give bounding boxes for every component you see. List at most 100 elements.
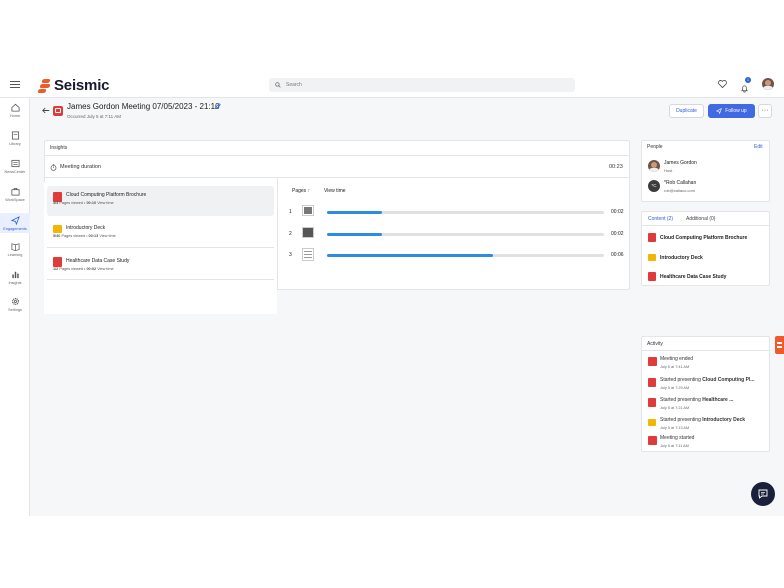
feedback-side-tab[interactable] <box>775 336 784 354</box>
view-time-label: View time <box>97 201 114 205</box>
view-time-bar <box>327 211 604 214</box>
seismic-mini-logo-icon <box>777 342 782 348</box>
pages-viewed-label: Pages viewed <box>59 267 83 271</box>
pages-column-header[interactable]: Pages ↑ <box>292 188 311 194</box>
presentation-deck-icon <box>53 225 62 233</box>
sidebar-item-label: Library <box>9 142 21 146</box>
search-placeholder: Search <box>286 82 302 88</box>
pdf-file-icon <box>648 378 656 387</box>
notifications-button[interactable]: 1 <box>740 76 751 92</box>
page-row[interactable]: 2 00:02 <box>289 227 625 240</box>
notification-count-badge: 1 <box>745 76 751 83</box>
workspace-icon <box>10 187 20 196</box>
document-name: Healthcare Data Case Study <box>66 258 130 264</box>
page-title: James Gordon Meeting 07/05/2023 - 21:10 <box>67 102 220 111</box>
activity-time: July 5 at 7:11 AM <box>660 444 689 448</box>
meeting-type-icon <box>53 106 63 116</box>
library-icon <box>11 131 19 140</box>
activity-time: July 5 at 7:41 AM <box>660 365 690 369</box>
heart-icon[interactable] <box>718 80 727 88</box>
meeting-duration-value: 00:23 <box>609 164 623 170</box>
people-edit-link[interactable]: Edit <box>754 144 763 150</box>
gear-icon <box>11 297 19 306</box>
page-row[interactable]: 3 00:06 <box>289 248 625 261</box>
sidebar-item-label: Insights <box>8 281 22 285</box>
duplicate-button[interactable]: Duplicate <box>669 104 704 118</box>
presentation-deck-icon <box>648 419 656 426</box>
activity-title: Activity <box>647 341 663 347</box>
content-panel <box>641 211 770 286</box>
sidebar-item-label: Learning <box>7 253 23 257</box>
user-avatar[interactable] <box>762 78 774 90</box>
chat-button[interactable] <box>751 482 775 506</box>
hamburger-menu-icon[interactable] <box>10 81 20 90</box>
sidebar-item-engagements[interactable]: Engagements <box>0 213 30 233</box>
tabs-divider <box>641 225 770 226</box>
seismic-logo[interactable]: Seismic <box>37 77 110 94</box>
page-view-time: 00:06 <box>611 252 624 258</box>
pdf-file-icon <box>53 257 62 267</box>
sidebar-item-settings[interactable]: Settings <box>0 297 30 312</box>
content-item[interactable]: Cloud Computing Platform Brochure <box>660 235 748 241</box>
news-icon <box>10 159 20 168</box>
document-row[interactable]: Cloud Computing Platform Brochure 3/3 Pa… <box>47 186 274 216</box>
sidebar-item-home[interactable]: Home <box>0 103 30 118</box>
sidebar-item-label: Settings <box>8 308 22 312</box>
page-row[interactable]: 1 00:02 <box>289 205 625 218</box>
edit-pencil-icon[interactable] <box>214 103 221 110</box>
page-view-time: 00:02 <box>611 209 624 215</box>
chart-icon <box>11 271 19 279</box>
content-item[interactable]: Introductory Deck <box>660 255 703 261</box>
pages-viewed-label: Pages viewed <box>59 201 83 205</box>
activity-time: July 5 at 7:13 AM <box>660 426 690 430</box>
view-time-label: View time <box>97 267 114 271</box>
left-sidebar <box>0 98 30 516</box>
content-item[interactable]: Healthcare Data Case Study <box>660 274 727 280</box>
person-avatar <box>648 160 660 172</box>
sidebar-item-library[interactable]: Library <box>0 131 30 146</box>
pdf-file-icon <box>648 272 656 281</box>
page-thumbnail <box>302 205 314 216</box>
person-name[interactable]: *Rob Callahan <box>664 180 697 186</box>
page-number: 1 <box>289 209 292 215</box>
back-arrow-icon[interactable] <box>42 107 50 114</box>
send-icon <box>716 108 723 114</box>
view-time-bar <box>327 254 604 257</box>
sidebar-item-learning[interactable]: Learning <box>0 242 30 257</box>
view-time-value: 00:02 <box>86 267 97 271</box>
document-stats: 1/2 Pages viewed • 00:02 View time <box>53 267 114 271</box>
sidebar-item-label: Home <box>9 114 21 118</box>
follow-up-label: Follow up <box>725 108 747 114</box>
document-row[interactable]: Introductory Deck 5/40 Pages viewed • 00… <box>47 220 274 248</box>
seismic-logo-mark-icon <box>37 78 51 93</box>
bell-icon <box>741 84 748 92</box>
follow-up-button[interactable]: Follow up <box>708 104 755 118</box>
insights-divider-2 <box>44 177 630 178</box>
more-options-button[interactable]: ··· <box>758 104 772 118</box>
people-panel <box>641 140 770 202</box>
tab-additional[interactable]: Additional (0) <box>686 216 716 222</box>
sidebar-item-newscenter[interactable]: NewsCenter <box>0 159 30 174</box>
document-stats: 3/3 Pages viewed • 00:10 View time <box>53 201 114 205</box>
view-time-value: 00:13 <box>88 234 99 238</box>
page-number: 3 <box>289 252 292 258</box>
insights-title: Insights <box>50 145 68 151</box>
presentation-deck-icon <box>648 254 656 261</box>
person-email: rob@callaco.com <box>664 188 695 193</box>
search-input[interactable]: Search <box>269 78 575 92</box>
meeting-icon <box>648 436 657 445</box>
activity-text: Meeting ended <box>660 356 694 362</box>
document-row[interactable]: Healthcare Data Case Study 1/2 Pages vie… <box>47 252 274 280</box>
pages-viewed-value: 5/40 <box>53 234 61 238</box>
send-icon <box>10 216 20 225</box>
pdf-file-icon <box>53 192 62 202</box>
view-time-value: 00:10 <box>86 201 97 205</box>
view-time-bar <box>327 233 604 236</box>
home-icon <box>10 103 20 112</box>
meeting-icon <box>648 357 657 366</box>
person-name[interactable]: James Gordon <box>664 160 697 166</box>
document-stats: 5/40 Pages viewed • 00:13 View time <box>53 234 116 238</box>
page-number: 2 <box>289 231 292 237</box>
sidebar-item-insights[interactable]: Insights <box>0 270 30 285</box>
sidebar-item-workspace[interactable]: WorkSpace <box>0 187 30 202</box>
